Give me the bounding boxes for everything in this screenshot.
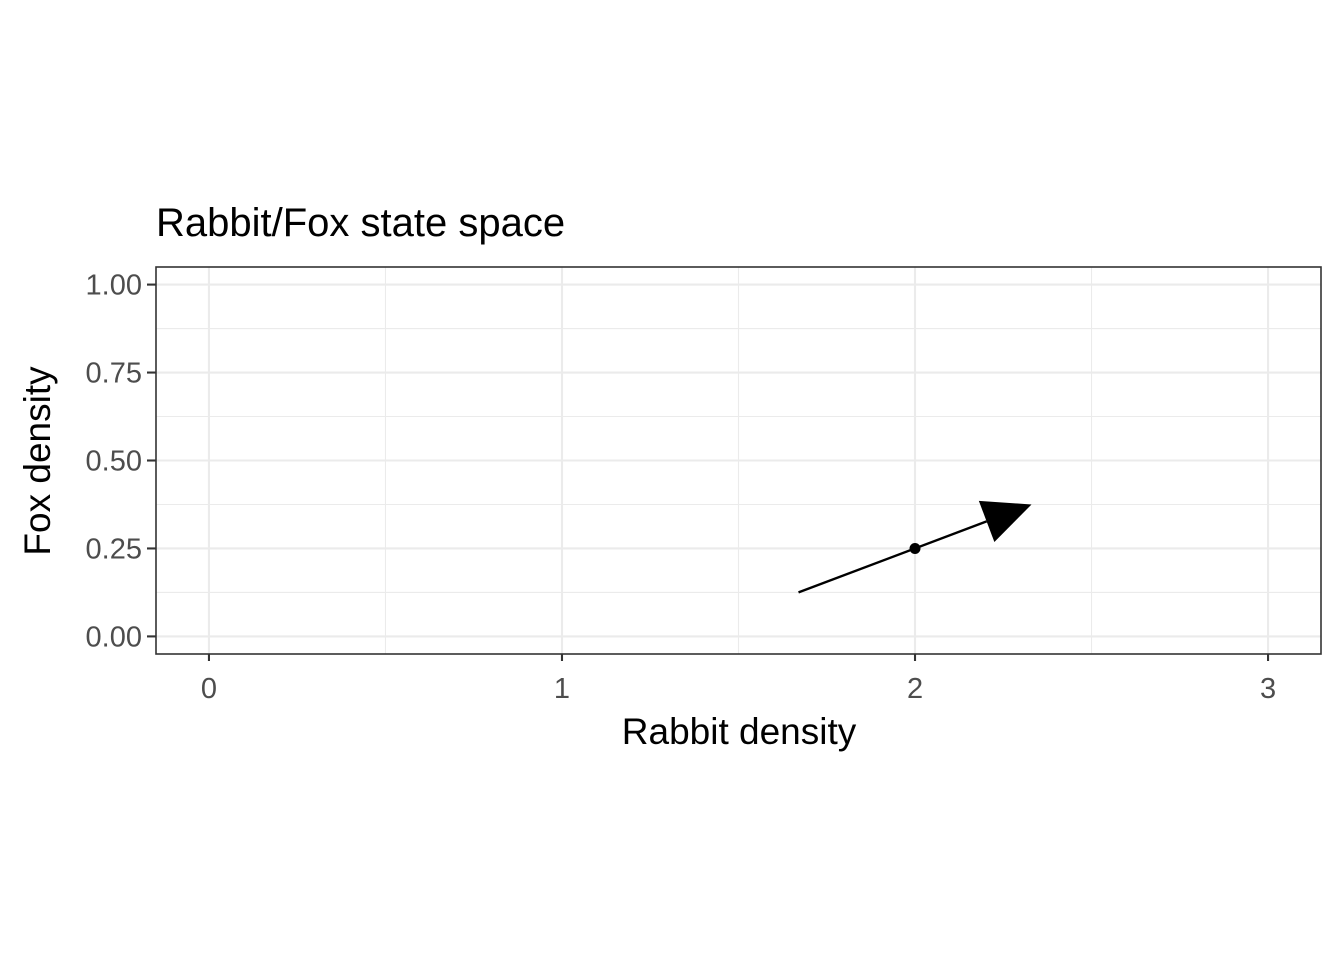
y-tick-label: 0.50 — [86, 446, 142, 478]
arrow-shaft — [798, 520, 988, 594]
y-tick-label: 0.00 — [86, 621, 142, 653]
data-marks — [798, 500, 1032, 594]
minor-gridlines — [156, 267, 1321, 654]
major-gridlines — [156, 267, 1321, 654]
y-tick-label: 1.00 — [86, 270, 142, 302]
y-axis: 0.00 0.25 0.50 0.75 1.00 — [86, 270, 156, 653]
data-point — [909, 542, 921, 554]
x-tick-label: 2 — [907, 673, 923, 705]
y-tick-label: 0.75 — [86, 358, 142, 390]
x-axis: 0 1 2 3 — [201, 654, 1276, 705]
x-tick-label: 0 — [201, 673, 217, 705]
y-axis-title: Fox density — [17, 366, 58, 556]
x-tick-label: 1 — [554, 673, 570, 705]
x-axis-title: Rabbit density — [622, 711, 857, 752]
plot-panel — [155, 266, 1322, 655]
y-tick-label: 0.25 — [86, 533, 142, 565]
chart-title: Rabbit/Fox state space — [156, 201, 565, 245]
arrow-head — [978, 500, 1032, 543]
x-tick-label: 3 — [1260, 673, 1276, 705]
